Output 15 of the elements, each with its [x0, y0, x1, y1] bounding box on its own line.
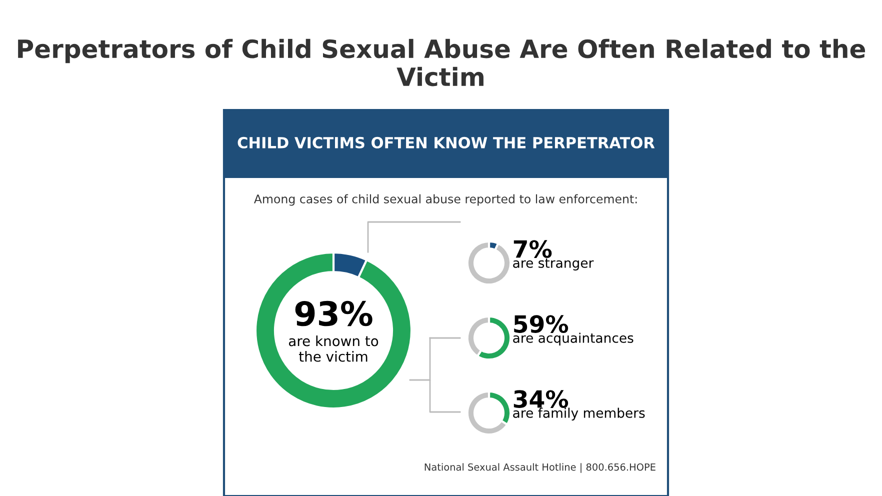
text: CHILD VICTIMS OFTEN KNOW THE PERPETRATOR — [238, 136, 655, 148]
data-label: 7% — [514, 240, 552, 258]
text: Among cases of child sexual abuse reported to law enforcement: — [254, 194, 637, 206]
slice-label: are acquaintances — [513, 332, 634, 346]
donut-slice — [466, 240, 512, 286]
chart-title: Perpetrators of Child Sexual Abuse Are Often Related to the Victim — [18, 38, 866, 86]
text: National Sexual Assault Hotline | 800.656.HOPE — [424, 463, 656, 473]
slice-label: are stranger — [513, 258, 594, 270]
slice-label: are family members — [513, 408, 645, 420]
donut-slice — [254, 251, 413, 410]
donut-slice — [466, 390, 508, 436]
slice-label: are known to the victim — [288, 336, 378, 362]
data-label: 34% — [514, 390, 568, 408]
data-label: 59% — [514, 315, 568, 333]
data-label: 93% — [295, 300, 372, 326]
